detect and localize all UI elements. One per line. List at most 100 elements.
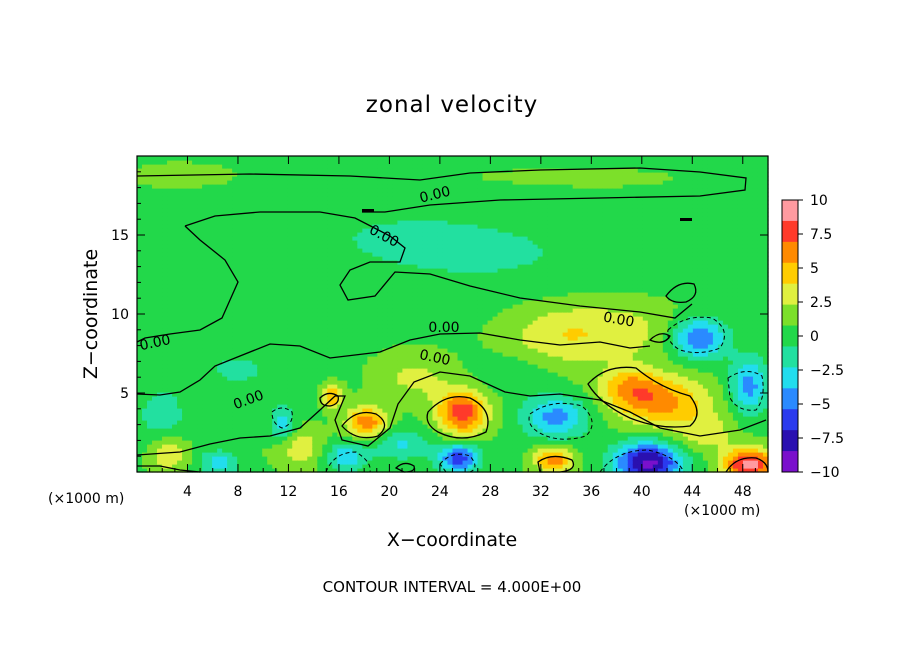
- heatmap-cell: [357, 248, 363, 253]
- heatmap-cell: [177, 216, 183, 221]
- heatmap-cell: [252, 184, 258, 189]
- heatmap-cell: [347, 216, 353, 221]
- heatmap-cell: [402, 240, 409, 245]
- heatmap-cell: [202, 468, 208, 473]
- heatmap-cell: [392, 456, 399, 461]
- heatmap-cell: [172, 236, 178, 241]
- heatmap-cell: [352, 224, 358, 229]
- heatmap-cell: [277, 268, 283, 273]
- heatmap-cell: [337, 412, 343, 417]
- heatmap-cell: [262, 240, 268, 245]
- heatmap-cell: [232, 304, 238, 309]
- heatmap-cell: [412, 396, 419, 401]
- heatmap-cell: [267, 312, 273, 317]
- heatmap-cell: [382, 408, 388, 413]
- heatmap-cell: [407, 244, 414, 249]
- heatmap-cell: [372, 436, 378, 441]
- heatmap-cell: [312, 252, 318, 257]
- heatmap-cell: [157, 288, 163, 293]
- heatmap-cell: [137, 288, 143, 293]
- heatmap-cell: [197, 436, 203, 441]
- heatmap-cell: [347, 464, 353, 469]
- heatmap-cell: [267, 252, 273, 257]
- heatmap-cell: [362, 284, 368, 289]
- heatmap-cell: [237, 440, 243, 445]
- heatmap-cell: [202, 344, 208, 349]
- heatmap-cell: [342, 280, 348, 285]
- heatmap-cell: [377, 276, 383, 281]
- heatmap-cell: [342, 360, 348, 365]
- heatmap-cell: [282, 164, 288, 169]
- heatmap-cell: [412, 392, 419, 397]
- heatmap-cell: [452, 460, 459, 465]
- heatmap-cell: [397, 292, 404, 297]
- heatmap-cell: [417, 320, 424, 325]
- heatmap-cell: [407, 156, 414, 161]
- heatmap-cell: [212, 260, 218, 265]
- heatmap-cell: [137, 412, 143, 417]
- heatmap-cell: [437, 460, 444, 465]
- heatmap-cell: [267, 192, 273, 197]
- heatmap-cell: [172, 360, 178, 365]
- heatmap-cell: [252, 360, 258, 365]
- heatmap-cell: [372, 248, 378, 253]
- heatmap-cell: [352, 340, 358, 345]
- heatmap-cell: [347, 272, 353, 277]
- heatmap-cell: [167, 428, 173, 433]
- heatmap-cell: [202, 216, 208, 221]
- heatmap-cell: [212, 412, 218, 417]
- heatmap-cell: [317, 304, 323, 309]
- heatmap-cell: [382, 428, 388, 433]
- heatmap-cell: [177, 408, 183, 413]
- heatmap-cell: [242, 160, 248, 165]
- heatmap-cell: [302, 172, 308, 177]
- heatmap-cell: [357, 260, 363, 265]
- heatmap-cell: [372, 384, 378, 389]
- heatmap-cell: [147, 456, 153, 461]
- heatmap-cell: [347, 336, 353, 341]
- heatmap-cell: [447, 204, 454, 209]
- heatmap-cell: [227, 252, 233, 257]
- heatmap-cell: [212, 308, 218, 313]
- heatmap-cell: [152, 372, 158, 377]
- heatmap-cell: [372, 196, 378, 201]
- heatmap-cell: [387, 336, 394, 341]
- heatmap-cell: [232, 392, 238, 397]
- heatmap-cell: [247, 260, 253, 265]
- heatmap-cell: [257, 220, 263, 225]
- heatmap-cell: [442, 212, 449, 217]
- heatmap-cell: [222, 324, 228, 329]
- heatmap-cell: [162, 192, 168, 197]
- heatmap-cell: [227, 168, 233, 173]
- heatmap-cell: [192, 304, 198, 309]
- heatmap-cell: [222, 288, 228, 293]
- heatmap-cell: [347, 432, 353, 437]
- heatmap-cell: [332, 172, 338, 177]
- heatmap-cell: [302, 336, 308, 341]
- heatmap-cell: [142, 176, 148, 181]
- heatmap-cell: [292, 356, 298, 361]
- heatmap-cell: [427, 164, 434, 169]
- heatmap-cell: [197, 440, 203, 445]
- heatmap-cell: [232, 200, 238, 205]
- heatmap-cell: [377, 180, 383, 185]
- heatmap-cell: [227, 360, 233, 365]
- heatmap-cell: [212, 252, 218, 257]
- heatmap-cell: [342, 244, 348, 249]
- heatmap-cell: [292, 224, 298, 229]
- heatmap-cell: [332, 292, 338, 297]
- heatmap-cell: [342, 304, 348, 309]
- heatmap-cell: [137, 380, 143, 385]
- heatmap-cell: [337, 224, 343, 229]
- heatmap-cell: [417, 436, 424, 441]
- heatmap-cell: [432, 444, 439, 449]
- heatmap-cell: [277, 464, 283, 469]
- heatmap-cell: [187, 288, 193, 293]
- heatmap-cell: [192, 260, 198, 265]
- heatmap-cell: [197, 420, 203, 425]
- heatmap-cell: [412, 288, 419, 293]
- heatmap-cell: [387, 296, 394, 301]
- heatmap-cell: [357, 356, 363, 361]
- heatmap-cell: [412, 444, 419, 449]
- heatmap-cell: [307, 368, 313, 373]
